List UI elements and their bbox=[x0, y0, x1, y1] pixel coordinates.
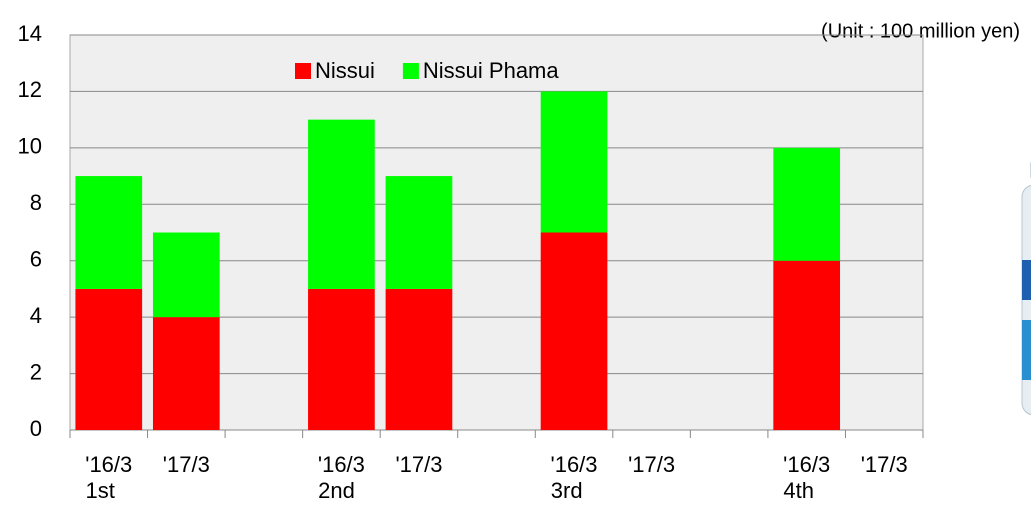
x-tick-label: '17/3 bbox=[628, 452, 675, 477]
y-tick-label: 6 bbox=[30, 247, 42, 272]
y-tick-label: 14 bbox=[18, 21, 42, 46]
group-label: 4th bbox=[783, 478, 814, 503]
bar-segment bbox=[75, 176, 143, 289]
group-label: 3rd bbox=[551, 478, 583, 503]
legend-swatch bbox=[295, 63, 311, 79]
y-tick-label: 2 bbox=[30, 359, 42, 384]
bar-segment bbox=[152, 317, 220, 430]
group-label: 1st bbox=[86, 478, 115, 503]
bar-segment bbox=[385, 176, 453, 289]
bar-segment bbox=[540, 232, 608, 430]
y-tick-label: 8 bbox=[30, 190, 42, 215]
y-tick-label: 12 bbox=[18, 77, 42, 102]
bar-segment bbox=[308, 119, 375, 289]
x-tick-label: '17/3 bbox=[861, 452, 908, 477]
x-tick-label: '16/3 bbox=[551, 452, 598, 477]
bar-segment bbox=[773, 260, 841, 430]
y-tick-label: 4 bbox=[30, 303, 42, 328]
bar-segment bbox=[152, 232, 220, 318]
group-label: 2nd bbox=[318, 478, 355, 503]
y-tick-label: 0 bbox=[30, 416, 42, 441]
legend-label: Nissui bbox=[315, 58, 375, 83]
x-tick-label: '16/3 bbox=[783, 452, 830, 477]
legend-swatch bbox=[402, 63, 419, 79]
bar-segment bbox=[308, 288, 375, 430]
y-tick-label: 10 bbox=[18, 134, 42, 159]
bar-segment bbox=[75, 288, 143, 430]
unit-label: (Unit : 100 million yen) bbox=[821, 20, 1020, 42]
bar-segment bbox=[385, 288, 453, 430]
product-image bbox=[1021, 161, 1031, 416]
x-tick-label: '16/3 bbox=[85, 452, 132, 477]
bar-segment bbox=[773, 147, 841, 261]
x-tick-label: '16/3 bbox=[318, 452, 365, 477]
legend-label: Nissui Phama bbox=[423, 58, 559, 83]
x-tick-label: '17/3 bbox=[395, 452, 442, 477]
bar-segment bbox=[540, 91, 608, 233]
x-tick-label: '17/3 bbox=[163, 452, 210, 477]
